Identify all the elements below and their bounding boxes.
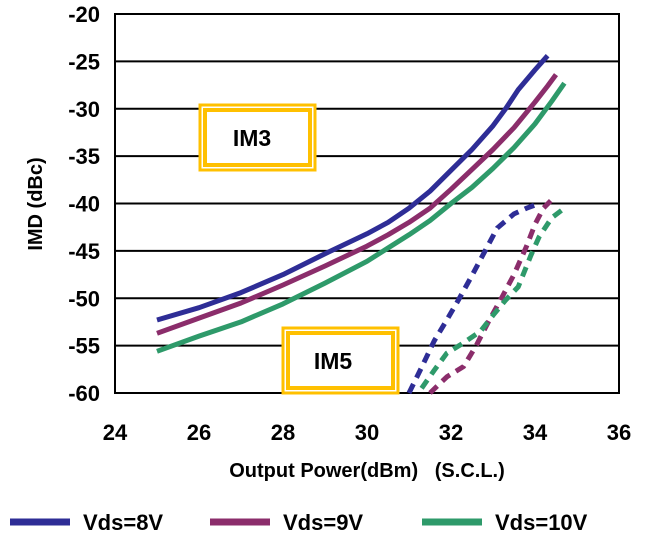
- y-tick-label: -25: [68, 49, 100, 74]
- y-tick-label: -30: [68, 97, 100, 122]
- legend-label: Vds=9V: [283, 510, 363, 535]
- im3-label: IM3: [233, 125, 271, 151]
- im5-series-vds10v: [419, 206, 566, 390]
- y-tick-labels: -20 -25 -30 -35 -40 -45 -50 -55 -60: [68, 2, 100, 406]
- y-tick-label: -45: [68, 239, 100, 264]
- x-tick-label: 30: [355, 420, 379, 445]
- x-tick-label: 32: [439, 420, 463, 445]
- im5-label: IM5: [314, 348, 353, 374]
- im5-series-vds8v: [406, 201, 541, 395]
- im5-series-vds9v: [428, 197, 554, 395]
- x-tick-labels: 24 26 28 30 32 34 36: [103, 420, 631, 445]
- y-tick-label: -35: [68, 144, 100, 169]
- im5-annotation-box: IM5: [281, 326, 400, 395]
- y-tick-label: -55: [68, 334, 100, 359]
- x-tick-label: 26: [187, 420, 211, 445]
- x-tick-label: 24: [103, 420, 128, 445]
- legend-label: Vds=10V: [495, 510, 588, 535]
- legend: Vds=8V Vds=9V Vds=10V: [10, 510, 588, 535]
- im3-series-vds8v: [156, 54, 550, 323]
- x-axis-title: Output Power(dBm) (S.C.L.): [229, 460, 505, 482]
- im3-annotation-box: IM3: [198, 103, 317, 172]
- im3-series-vds10v: [156, 81, 567, 354]
- series-layer: [156, 54, 567, 395]
- y-tick-label: -60: [68, 381, 100, 406]
- x-tick-label: 36: [607, 420, 631, 445]
- x-tick-label: 28: [271, 420, 295, 445]
- y-tick-label: -50: [68, 286, 100, 311]
- y-tick-label: -40: [68, 192, 100, 217]
- x-tick-label: 34: [523, 420, 548, 445]
- y-axis-title: IMD (dBc): [25, 157, 47, 250]
- im3-series-vds9v: [156, 73, 559, 336]
- y-tick-label: -20: [68, 2, 100, 27]
- legend-label: Vds=8V: [83, 510, 163, 535]
